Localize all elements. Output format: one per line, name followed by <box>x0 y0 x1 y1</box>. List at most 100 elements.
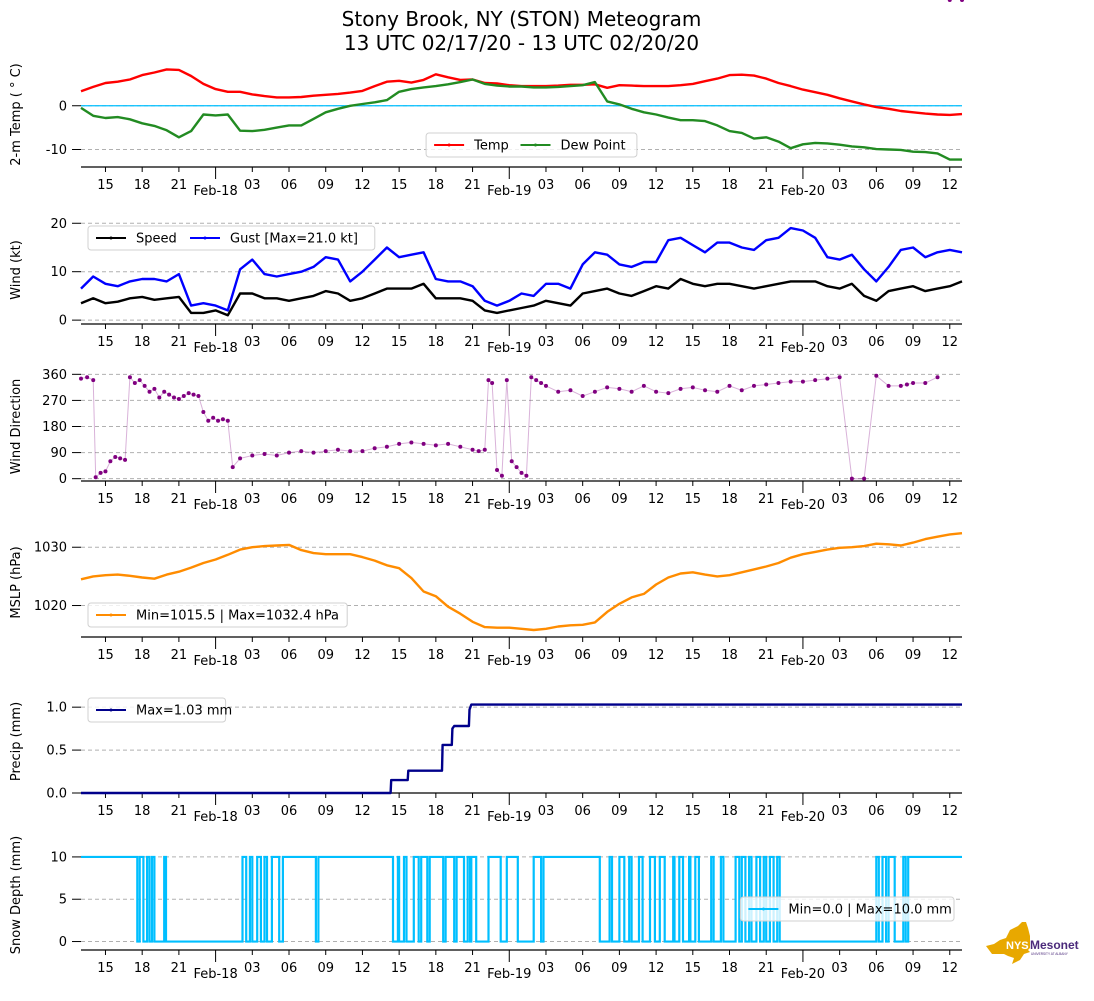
direction-point <box>238 456 243 461</box>
direction-point <box>127 375 132 380</box>
legend-box <box>87 602 348 628</box>
x-tick-label: 21 <box>758 648 775 663</box>
x-tick-label: 12 <box>354 335 371 350</box>
direction-point <box>323 449 328 454</box>
direction-point <box>91 378 96 383</box>
x-tick-label: 03 <box>831 648 848 663</box>
y-tick-label: 1030 <box>34 541 67 556</box>
direction-point <box>862 476 867 481</box>
direction-point <box>167 392 172 397</box>
direction-point <box>849 476 854 481</box>
direction-point <box>299 449 304 454</box>
direction-point <box>764 382 769 387</box>
x-tick-label: 03 <box>244 335 261 350</box>
x-tick-label: 09 <box>611 804 628 819</box>
x-tick-label: 15 <box>97 178 114 193</box>
temp-secondary-line <box>80 78 962 161</box>
x-tick-label: 18 <box>134 335 151 350</box>
x-tick-label: 12 <box>648 648 665 663</box>
direction-point <box>495 467 500 472</box>
direction-point <box>262 452 267 457</box>
x-tick-label: 03 <box>538 492 555 507</box>
direction-point <box>539 381 544 386</box>
x-tick-label: 06 <box>574 804 591 819</box>
y-tick-label: 90 <box>50 446 67 461</box>
x-tick-label: 12 <box>941 648 958 663</box>
x-tick-label: 03 <box>538 961 555 976</box>
legend-label: Max=1.03 mm <box>136 704 232 719</box>
x-tick-label: 15 <box>391 335 408 350</box>
direction-point <box>486 378 491 383</box>
direction-point <box>137 378 142 383</box>
x-tick-label: 09 <box>905 804 922 819</box>
x-tick-label: 06 <box>868 648 885 663</box>
direction-point <box>592 389 597 394</box>
direction-point <box>98 470 103 475</box>
x-tick-label: 06 <box>574 648 591 663</box>
x-tick-label: 18 <box>134 648 151 663</box>
x-date-label: Feb-20 <box>781 810 825 825</box>
x-tick-label: 15 <box>97 804 114 819</box>
direction-point <box>534 378 539 383</box>
panel-snow-depth: 0 5 10 15 18 21 03 06 09 12 15 18 21 03 06 09 12 15 18 21 03… <box>9 836 962 982</box>
x-date-label: Feb-18 <box>193 184 237 199</box>
y-tick-label: 1020 <box>34 599 67 614</box>
direction-point <box>311 450 316 455</box>
x-date-label: Feb-20 <box>781 341 825 356</box>
direction-point <box>605 385 610 390</box>
direction-point <box>923 381 928 386</box>
x-tick-label: 06 <box>868 804 885 819</box>
direction-point <box>201 410 206 415</box>
x-tick-label: 09 <box>905 648 922 663</box>
x-tick-label: 12 <box>941 178 958 193</box>
direction-point <box>113 454 118 459</box>
x-tick-label: 21 <box>171 178 188 193</box>
x-tick-label: 06 <box>868 335 885 350</box>
legend-box <box>87 225 376 251</box>
y-tick-label: 0.0 <box>46 787 67 802</box>
x-date-label: Feb-18 <box>193 810 237 825</box>
x-tick-label: 18 <box>428 492 445 507</box>
legend: Speed Gust [Max=21.0 kt] <box>87 225 376 251</box>
x-tick-label: 09 <box>317 492 334 507</box>
x-tick-label: 03 <box>831 804 848 819</box>
direction-connector-line <box>80 374 938 480</box>
x-tick-label: 03 <box>831 961 848 976</box>
direction-point <box>654 389 659 394</box>
x-tick-label: 15 <box>391 961 408 976</box>
x-tick-label: 09 <box>611 492 628 507</box>
x-tick-label: 06 <box>281 492 298 507</box>
x-tick-label: 12 <box>648 804 665 819</box>
direction-point <box>274 453 279 458</box>
direction-point <box>837 375 842 380</box>
direction-point <box>147 389 152 394</box>
x-tick-label: 18 <box>134 492 151 507</box>
x-tick-label: 06 <box>574 178 591 193</box>
x-date-label: Feb-19 <box>487 184 531 199</box>
x-tick-label: 21 <box>758 804 775 819</box>
x-tick-label: 15 <box>685 492 702 507</box>
y-axis-label: Wind (kt) <box>9 240 24 300</box>
x-tick-label: 12 <box>354 804 371 819</box>
x-tick-label: 03 <box>831 178 848 193</box>
x-date-label: Feb-19 <box>487 341 531 356</box>
x-tick-label: 03 <box>538 178 555 193</box>
direction-point <box>788 379 793 384</box>
direction-point <box>556 389 561 394</box>
direction-point <box>499 473 504 478</box>
x-tick-label: 03 <box>831 335 848 350</box>
x-tick-label: 12 <box>941 492 958 507</box>
x-tick-label: 12 <box>648 492 665 507</box>
direction-point <box>543 383 548 388</box>
legend: Max=1.03 mm <box>87 697 232 723</box>
panel-temp: 0 -10 15 18 21 03 06 09 12 15 18 21 03 06 09 12 15 18 21 03… <box>9 63 963 199</box>
direction-point <box>470 447 475 452</box>
y-tick-label: 1.0 <box>46 701 67 716</box>
direction-point <box>911 381 916 386</box>
direction-point <box>904 382 909 387</box>
direction-point <box>176 396 181 401</box>
x-tick-label: 12 <box>648 178 665 193</box>
y-tick-label: 270 <box>42 394 67 409</box>
direction-point <box>947 0 952 2</box>
